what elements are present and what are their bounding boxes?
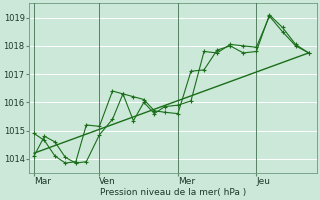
X-axis label: Pression niveau de la mer( hPa ): Pression niveau de la mer( hPa ) xyxy=(100,188,246,197)
